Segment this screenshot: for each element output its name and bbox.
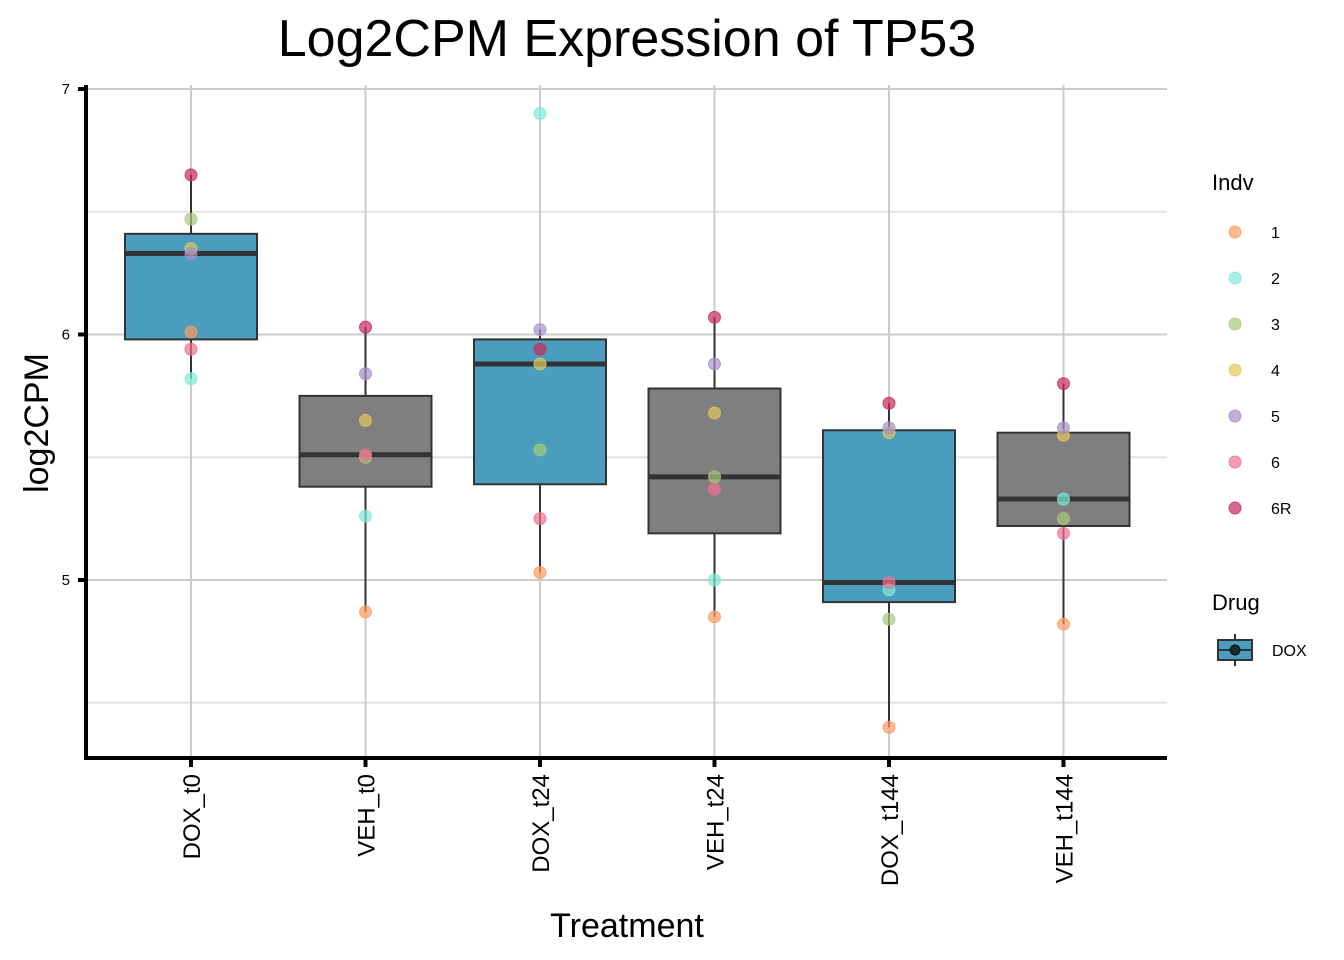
box-body [996, 431, 1131, 527]
legend-item-4: 4 [1228, 363, 1280, 380]
point-indv-3 [882, 612, 896, 626]
point-indv-1 [882, 720, 896, 734]
point-indv-6R [359, 320, 372, 334]
legend-point [1229, 644, 1241, 656]
point-indv-5 [882, 421, 896, 435]
legend-label: DOX [1272, 643, 1307, 660]
legend-label: 5 [1271, 409, 1280, 426]
legend-swatch [1228, 363, 1242, 377]
point-indv-4 [533, 357, 547, 371]
point-indv-5 [1057, 421, 1070, 435]
x-tick-label: DOX_t0 [179, 774, 206, 859]
y-ticks: 5 6 7 [62, 81, 86, 589]
x-tick-label: VEH_t0 [354, 774, 381, 857]
grid [86, 85, 1167, 758]
legend-label: 1 [1271, 225, 1280, 242]
x-tick-label: VEH_t24 [703, 774, 730, 870]
x-tick-label: VEH_t144 [1052, 774, 1079, 883]
point-indv-1 [1057, 617, 1070, 631]
point-indv-5 [708, 357, 721, 371]
point-indv-1 [533, 566, 547, 580]
legend-item-2: 2 [1228, 271, 1280, 288]
legend-title-drug: Drug [1212, 590, 1260, 615]
axes [84, 85, 1167, 760]
point-indv-6 [533, 512, 547, 526]
legend-drug-item-DOX: DOX [1217, 634, 1307, 666]
y-tick-label: 7 [62, 81, 70, 98]
legend-swatch [1228, 501, 1242, 515]
y-axis-title: log2CPM [18, 353, 56, 493]
legend-swatch [1228, 225, 1242, 239]
point-indv-2 [1057, 492, 1070, 506]
legend-item-6: 6 [1228, 455, 1280, 472]
point-indv-6R [184, 168, 198, 182]
point-indv-3 [1057, 512, 1070, 526]
x-tick-label: DOX_t144 [877, 774, 904, 886]
point-indv-6R [882, 396, 896, 410]
point-indv-1 [359, 605, 372, 619]
point-indv-3 [708, 470, 721, 484]
legend-indv-items: 1 2 3 4 5 6 6R [1228, 225, 1291, 518]
box-VEH_t144 [996, 383, 1131, 625]
y-tick-label: 5 [62, 572, 70, 589]
legend-swatch [1228, 455, 1242, 469]
legend-label: 4 [1271, 363, 1280, 380]
y-tick-label: 6 [62, 327, 70, 344]
point-indv-3 [184, 212, 198, 226]
box-body [822, 429, 956, 604]
point-indv-1 [184, 325, 198, 339]
point-indv-2 [184, 372, 198, 386]
x-axis-title: Treatment [550, 907, 704, 945]
point-indv-6R [533, 342, 547, 356]
point-indv-6R [708, 310, 721, 324]
point-indv-2 [533, 107, 547, 121]
x-ticks: DOX_t0 VEH_t0 DOX_t24 VEH_t24 DOX_t144 VEH_t1… [179, 758, 1079, 886]
point-indv-5 [184, 246, 198, 260]
point-indv-5 [359, 367, 372, 381]
legend-item-3: 3 [1228, 317, 1280, 334]
point-indv-2 [359, 509, 372, 523]
point-indv-6 [359, 448, 372, 462]
chart-title: Log2CPM Expression of TP53 [278, 10, 977, 68]
point-indv-1 [708, 610, 721, 624]
boxes [124, 174, 1131, 728]
box-body [298, 394, 433, 488]
legend-drug-items: DOX [1217, 634, 1307, 666]
legend-swatch [1228, 271, 1242, 285]
box-DOX_t0 [124, 174, 258, 379]
points [184, 107, 1070, 734]
point-indv-6 [708, 482, 721, 496]
legend-item-1: 1 [1228, 225, 1280, 242]
point-indv-5 [533, 323, 547, 337]
legend-swatch [1228, 317, 1242, 331]
legend-item-6R: 6R [1228, 501, 1291, 518]
point-indv-3 [533, 443, 547, 457]
legend-swatch [1228, 409, 1242, 423]
point-indv-6 [184, 342, 198, 356]
point-indv-6 [1057, 526, 1070, 540]
point-indv-4 [359, 413, 372, 427]
point-indv-2 [708, 573, 721, 587]
point-indv-6R [1057, 377, 1070, 391]
legend-item-5: 5 [1228, 409, 1280, 426]
legend-title-indv: Indv [1212, 170, 1254, 195]
point-indv-6 [882, 575, 896, 589]
legend-label: 6R [1271, 501, 1291, 518]
point-indv-4 [708, 406, 721, 420]
legend-label: 2 [1271, 271, 1280, 288]
legend-label: 6 [1271, 455, 1280, 472]
box-DOX_t144 [822, 403, 956, 728]
legend-label: 3 [1271, 317, 1280, 334]
x-tick-label: DOX_t24 [528, 774, 555, 873]
legend: Indv 1 2 3 4 5 6 6R Drug DOX [1212, 170, 1307, 666]
